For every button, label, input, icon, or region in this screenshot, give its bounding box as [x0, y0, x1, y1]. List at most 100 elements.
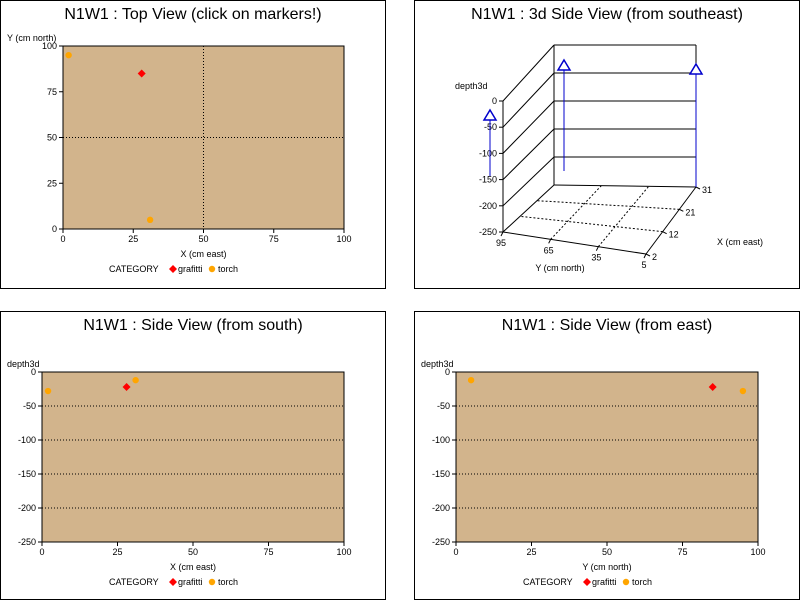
x-tick-label: 100 — [336, 234, 351, 244]
legend-torch-label: torch — [632, 577, 652, 587]
needle-marker[interactable] — [482, 108, 498, 121]
x-tick-label: 75 — [677, 547, 687, 557]
y-tick-label: -150 — [18, 469, 36, 479]
y-tick-label: -200 — [432, 503, 450, 513]
x-tick-label: 50 — [198, 234, 208, 244]
top-view-chart: N1W1 : Top View (click on markers!) 0 25 50… — [7, 6, 352, 274]
legend-grafitti-marker[interactable] — [169, 578, 177, 586]
x-tick-label: 2 — [652, 252, 657, 262]
y-tick-label: -250 — [432, 537, 450, 547]
y-tick-label: -50 — [23, 401, 36, 411]
floor-grid-line — [519, 215, 663, 233]
plot-area — [41, 371, 345, 543]
legend-grafitti-marker[interactable] — [583, 578, 591, 586]
torch-marker[interactable] — [44, 387, 52, 395]
grafitti-marker[interactable] — [708, 382, 717, 391]
z-tick-label: -200 — [479, 201, 497, 211]
x-tick-label: 50 — [602, 547, 612, 557]
y-tick-label: 50 — [47, 133, 57, 143]
side3d-view-chart: N1W1 : 3d Side View (from southeast)0-50… — [455, 6, 763, 273]
y-axis-label: depth3d — [421, 359, 454, 369]
y-tick-label: -50 — [437, 401, 450, 411]
y-tick-label: -100 — [432, 435, 450, 445]
x-tick-label: 75 — [263, 547, 273, 557]
y-tick-label: -200 — [18, 503, 36, 513]
y-tick-label: -150 — [432, 469, 450, 479]
y-tick-mark — [643, 253, 647, 259]
x-tick-label: 0 — [453, 547, 458, 557]
y-axis-label: Y (cm north) — [535, 263, 584, 273]
legend-torch-marker[interactable] — [208, 578, 216, 586]
x-tick-label: 100 — [750, 547, 765, 557]
floor-grid-line — [597, 186, 650, 247]
x-tick-mark — [695, 186, 701, 190]
south-view-panel: N1W1 : Side View (from south) 0 25 50 75 100 0… — [0, 311, 386, 600]
top-view-panel: N1W1 : Top View (click on markers!) 0 25 50… — [0, 0, 386, 289]
x-axis-label: X (cm east) — [717, 237, 763, 247]
y-tick-label: 0 — [52, 224, 57, 234]
y-tick-label: 5 — [641, 260, 646, 270]
x-tick-label: 25 — [112, 547, 122, 557]
x-tick-label: 31 — [702, 185, 712, 195]
plot-area — [455, 371, 759, 543]
floor-edge — [645, 186, 697, 255]
y-axis-label: depth3d — [7, 359, 40, 369]
y-tick-mark — [500, 231, 504, 237]
x-tick-mark — [662, 231, 667, 235]
left-wall-edge — [502, 184, 555, 233]
x-axis-label: Y (cm north) — [582, 562, 631, 572]
needle-marker[interactable] — [688, 62, 704, 75]
wall-grid-line — [502, 128, 555, 180]
wall-grid-line — [502, 72, 555, 128]
legend-torch-marker[interactable] — [208, 265, 216, 273]
legend-title: CATEGORY — [109, 264, 159, 274]
z-axis-label: depth3d — [455, 81, 488, 91]
legend-title: CATEGORY — [523, 577, 573, 587]
x-tick-label: 25 — [526, 547, 536, 557]
legend-title: CATEGORY — [109, 577, 159, 587]
side3d-view-panel: N1W1 : 3d Side View (from southeast)0-50… — [414, 0, 800, 289]
torch-marker[interactable] — [65, 51, 72, 59]
legend-torch-label: torch — [218, 577, 238, 587]
x-tick-label: 0 — [60, 234, 65, 244]
chart-title: N1W1 : 3d Side View (from southeast) — [471, 6, 743, 23]
torch-marker[interactable] — [146, 216, 154, 224]
grafitti-marker[interactable] — [137, 69, 146, 78]
x-tick-label: 0 — [39, 547, 44, 557]
legend-grafitti-marker[interactable] — [169, 265, 177, 273]
east-view-panel: N1W1 : Side View (from east) 0 25 50 75 100 0-… — [414, 311, 800, 600]
legend-grafitti-label: grafitti — [178, 577, 203, 587]
legend-grafitti-label: grafitti — [178, 264, 203, 274]
torch-marker[interactable] — [739, 387, 747, 395]
south-view-chart: N1W1 : Side View (from south) 0 25 50 75 100 0… — [7, 317, 352, 587]
y-tick-mark — [548, 239, 552, 244]
east-view-chart: N1W1 : Side View (from east)0 25 50 75 1000-… — [421, 317, 766, 587]
x-tick-label: 100 — [336, 547, 351, 557]
x-axis-label: X (cm east) — [170, 562, 216, 572]
y-tick-label: 25 — [47, 178, 57, 188]
y-tick-label: 35 — [591, 253, 601, 263]
x-tick-mark — [679, 208, 684, 212]
y-tick-label: 65 — [544, 245, 554, 255]
legend-torch-marker[interactable] — [622, 578, 630, 586]
x-tick-label: 25 — [128, 234, 138, 244]
y-tick-label: 0 — [31, 367, 36, 377]
needle-marker[interactable] — [556, 58, 572, 71]
chart-title: N1W1 : Side View (from east) — [502, 317, 712, 334]
x-tick-label: 21 — [685, 207, 695, 217]
torch-marker[interactable] — [467, 376, 475, 384]
floor-grid-line — [536, 200, 680, 210]
floor-grid-line — [550, 185, 602, 240]
torch-marker[interactable] — [132, 376, 139, 384]
y-tick-mark — [595, 246, 599, 251]
legend-grafitti-label: grafitti — [592, 577, 617, 587]
wall-grid-line — [502, 156, 555, 207]
chart-title: N1W1 : Side View (from south) — [83, 317, 302, 334]
y-tick-label: 95 — [496, 238, 506, 248]
legend-torch-label: torch — [218, 264, 238, 274]
y-axis-label: Y (cm north) — [7, 33, 56, 43]
grafitti-marker[interactable] — [122, 382, 131, 391]
x-tick-label: 75 — [269, 234, 279, 244]
y-tick-label: -100 — [18, 435, 36, 445]
left-wall-edge — [502, 44, 555, 102]
